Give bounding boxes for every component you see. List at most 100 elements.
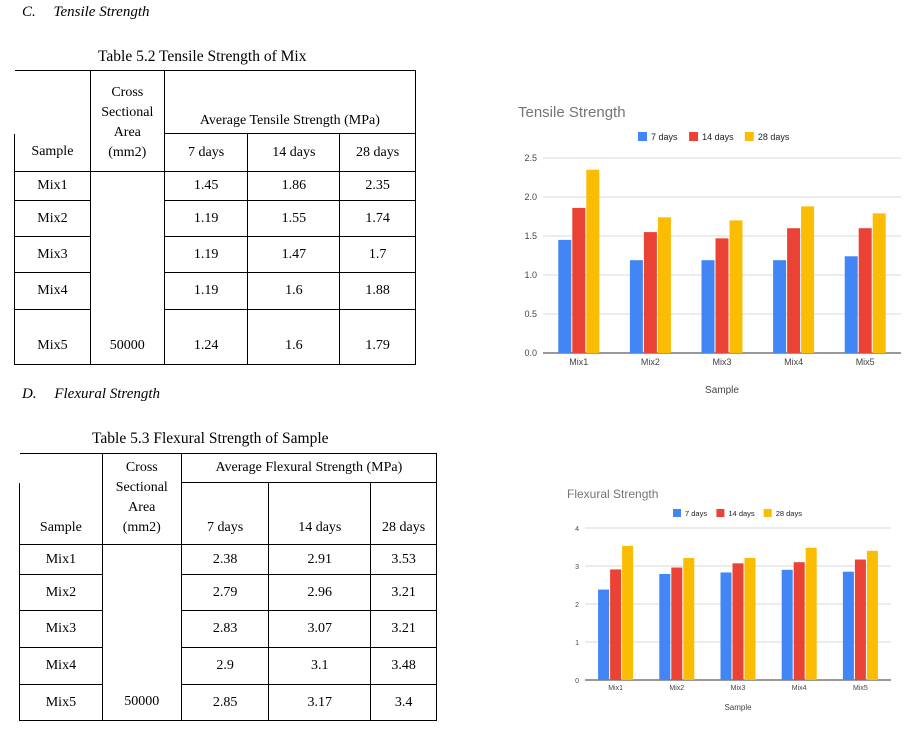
bar <box>683 558 695 680</box>
d28-header: 28 days <box>370 482 437 545</box>
bar <box>701 260 715 353</box>
legend-label: 14 days <box>728 509 755 518</box>
bar <box>610 569 622 680</box>
bar <box>598 589 610 680</box>
bar <box>659 573 671 680</box>
sample-header-blank <box>19 453 103 483</box>
area-value: 50000 <box>89 171 165 365</box>
x-tick-label: Mix5 <box>853 685 868 692</box>
x-axis-title: Sample <box>724 703 752 712</box>
y-tick-label: 0 <box>575 678 579 685</box>
x-axis-title: Sample <box>705 385 739 396</box>
table-row: Mix4 1.19 1.6 1.88 <box>14 272 416 310</box>
bar <box>732 563 744 680</box>
tensile-table: Cross Sectional Area (mm2) Average Tensi… <box>14 70 417 365</box>
y-tick-label: 1.0 <box>524 270 537 280</box>
y-tick-label: 1.5 <box>524 231 537 241</box>
bar <box>629 260 643 353</box>
legend-label: 7 days <box>651 132 678 142</box>
chart-title: Tensile Strength <box>518 104 626 121</box>
bar <box>729 220 743 353</box>
legend-label: 7 days <box>685 509 707 518</box>
table-row: Mix3 2.83 3.07 3.21 <box>19 610 437 648</box>
table2-caption: Table 5.3 Flexural Strength of Sample <box>92 430 329 447</box>
section-c-title: Tensile Strength <box>53 4 150 20</box>
x-tick-label: Mix4 <box>792 685 807 692</box>
flexural-strength-chart: Flexural Strength 7 days 14 days 28 days 0 1 2… <box>567 487 891 712</box>
legend-swatch <box>763 509 772 517</box>
legend-swatch <box>716 509 725 517</box>
legend-swatch <box>638 132 647 141</box>
table-row: Mix3 1.19 1.47 1.7 <box>14 236 416 273</box>
x-tick-label: Mix3 <box>712 357 731 367</box>
sample-header-blank <box>14 70 91 134</box>
bar <box>720 572 732 680</box>
bar <box>671 567 683 680</box>
legend-label: 28 days <box>776 509 803 518</box>
d7-header: 7 days <box>180 482 270 545</box>
y-tick-label: 0.0 <box>524 348 537 358</box>
y-tick-label: 2.0 <box>524 192 537 202</box>
y-tick-label: 0.5 <box>524 309 537 319</box>
x-tick-label: Mix5 <box>856 357 875 367</box>
bar <box>866 550 878 680</box>
bar <box>558 239 572 353</box>
x-tick-label: Mix1 <box>569 357 588 367</box>
bar <box>781 569 793 680</box>
x-tick-label: Mix3 <box>731 685 746 692</box>
table-row: Mix1 50000 2.38 2.91 3.53 <box>19 544 437 721</box>
bar <box>854 559 866 680</box>
bar <box>872 213 886 353</box>
table-row: Mix5 2.85 3.17 3.4 <box>19 684 437 721</box>
legend-swatch <box>744 132 754 141</box>
section-d-heading: D. Flexural Strength <box>22 386 160 403</box>
bar <box>744 558 756 680</box>
bar <box>622 545 634 680</box>
area-header: Cross Sectional Area (mm2) <box>101 453 182 545</box>
bar <box>657 217 671 353</box>
group-header: Average Flexural Strength (MPa) <box>180 453 438 483</box>
chart-title: Flexural Strength <box>567 487 658 501</box>
table1-caption: Table 5.2 Tensile Strength of Mix <box>98 48 307 65</box>
section-d-letter: D. <box>22 386 37 402</box>
x-tick-label: Mix1 <box>608 685 623 692</box>
y-tick-label: 3 <box>575 564 579 571</box>
table-row: Mix4 2.9 3.1 3.48 <box>19 647 437 685</box>
legend-swatch <box>689 132 699 141</box>
section-c-letter: C. <box>22 4 36 20</box>
d7-header: 7 days <box>163 133 249 172</box>
x-tick-label: Mix2 <box>641 357 660 367</box>
d14-header: 14 days <box>247 133 341 172</box>
y-tick-label: 2 <box>575 602 579 609</box>
sample-header: Sample <box>19 482 103 545</box>
d28-header: 28 days <box>339 133 416 172</box>
bar <box>793 562 805 680</box>
legend-label: 28 days <box>758 132 790 142</box>
y-tick-label: 2.5 <box>524 153 537 163</box>
flexural-table: Cross Sectional Area (mm2) Average Flexu… <box>19 453 438 721</box>
section-d-title: Flexural Strength <box>54 386 161 402</box>
bar <box>572 207 586 353</box>
group-header: Average Tensile Strength (MPa) <box>163 70 417 134</box>
bar <box>773 260 787 353</box>
bar <box>842 571 854 680</box>
legend-label: 14 days <box>702 132 734 142</box>
table-header-row: Cross Sectional Area (mm2) Average Tensi… <box>14 70 417 172</box>
bar <box>858 228 872 353</box>
y-tick-label: 1 <box>575 640 579 647</box>
legend-swatch <box>673 509 681 517</box>
area-value: 50000 <box>101 544 182 721</box>
table-row: Mix2 2.79 2.96 3.21 <box>19 574 437 611</box>
table-header-row: Cross Sectional Area (mm2) Average Flexu… <box>19 453 438 545</box>
table-row: Mix2 1.19 1.55 1.74 <box>14 200 416 237</box>
d14-header: 14 days <box>268 482 372 545</box>
bar <box>801 206 815 353</box>
section-c-heading: C. Tensile Strength <box>22 4 150 21</box>
bar <box>715 238 729 353</box>
y-tick-label: 4 <box>575 526 579 533</box>
area-header: Cross Sectional Area (mm2) <box>89 70 165 172</box>
bar <box>643 232 657 353</box>
table-row: Mix5 1.24 1.6 1.79 <box>14 309 416 365</box>
bar <box>844 256 858 353</box>
bar <box>787 228 801 353</box>
